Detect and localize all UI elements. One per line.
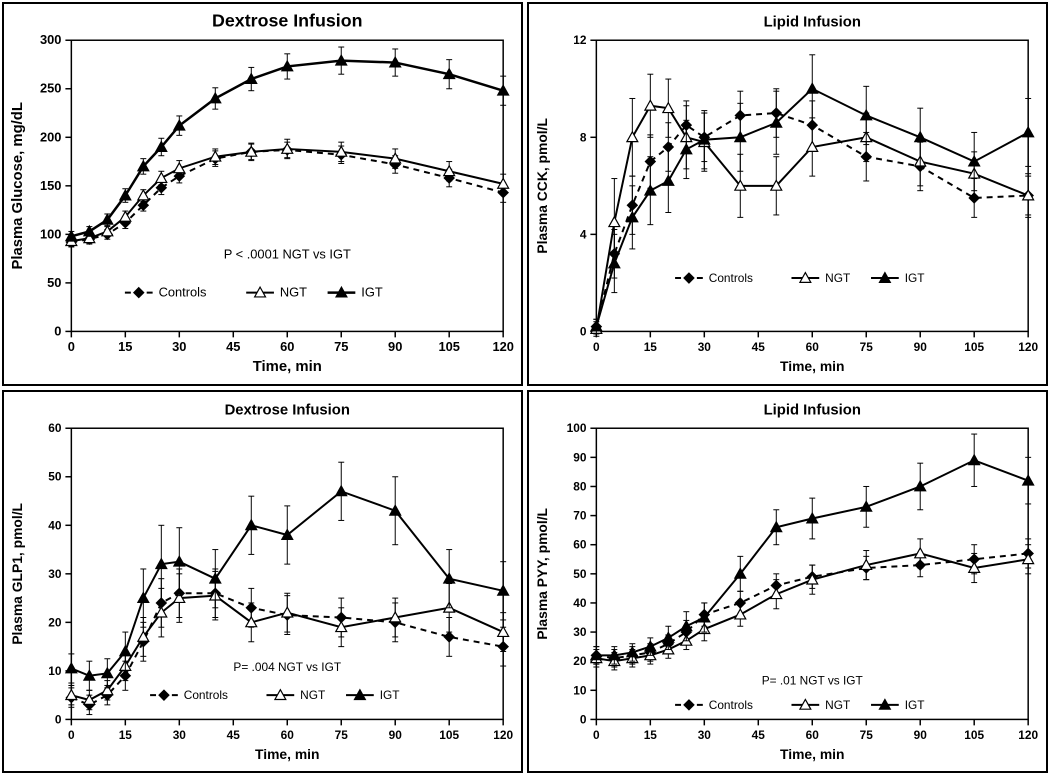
svg-text:60: 60: [280, 339, 294, 354]
svg-text:Plasma CCK, pmol/L: Plasma CCK, pmol/L: [534, 118, 550, 254]
svg-text:15: 15: [118, 339, 132, 354]
svg-text:120: 120: [1018, 728, 1038, 742]
svg-text:Lipid Infusion: Lipid Infusion: [764, 14, 861, 30]
svg-text:75: 75: [860, 728, 874, 742]
svg-text:40: 40: [573, 595, 587, 609]
svg-text:60: 60: [48, 421, 62, 435]
svg-text:8: 8: [580, 130, 587, 144]
svg-text:Plasma Glucose, mg/dL: Plasma Glucose, mg/dL: [10, 102, 26, 269]
svg-text:15: 15: [119, 728, 133, 742]
svg-text:15: 15: [644, 340, 658, 354]
svg-text:40: 40: [48, 518, 62, 532]
svg-text:Controls: Controls: [709, 271, 753, 285]
svg-text:60: 60: [806, 340, 820, 354]
svg-text:IGT: IGT: [380, 688, 400, 702]
svg-text:100: 100: [567, 421, 587, 435]
panel-pyy: 0 15 30 45 60 75 90 105 120 0 10 20 30 40 50 60 70 80 90 10…: [527, 390, 1048, 774]
svg-text:0: 0: [68, 728, 75, 742]
svg-text:50: 50: [47, 275, 61, 290]
svg-text:30: 30: [48, 566, 62, 580]
svg-text:P= .004 NGT vs IGT: P= .004 NGT vs IGT: [233, 659, 341, 673]
svg-text:0: 0: [580, 324, 587, 338]
svg-text:200: 200: [40, 129, 61, 144]
svg-text:45: 45: [752, 728, 766, 742]
svg-text:IGT: IGT: [905, 697, 925, 711]
svg-text:Time, min: Time, min: [780, 358, 844, 374]
svg-text:10: 10: [48, 663, 62, 677]
panel-glp1: 0 15 30 45 60 75 90 105 120 0 10 20 30 40 50 60 Time, mi…: [2, 390, 523, 774]
svg-text:75: 75: [860, 340, 874, 354]
svg-text:250: 250: [40, 81, 61, 96]
svg-text:50: 50: [48, 469, 62, 483]
svg-text:60: 60: [573, 537, 587, 551]
svg-text:P= .01 NGT vs IGT: P= .01 NGT vs IGT: [762, 673, 863, 687]
svg-text:90: 90: [389, 728, 403, 742]
svg-text:4: 4: [580, 227, 587, 241]
svg-text:P < .0001 NGT vs IGT: P < .0001 NGT vs IGT: [224, 247, 351, 262]
svg-text:120: 120: [492, 339, 513, 354]
svg-text:0: 0: [580, 712, 587, 726]
svg-text:0: 0: [593, 340, 600, 354]
svg-text:Time, min: Time, min: [255, 746, 319, 762]
svg-text:NGT: NGT: [825, 271, 850, 285]
svg-text:90: 90: [914, 340, 928, 354]
svg-text:75: 75: [334, 339, 348, 354]
figure-grid: 0153045607590105120050100150200250300Tim…: [0, 0, 1050, 775]
svg-text:30: 30: [173, 728, 187, 742]
svg-text:30: 30: [698, 728, 712, 742]
panel-glucose: 0 15 30 45 60 75 90 105 120 0 50 100 150 200 250 300 Tim…: [2, 2, 523, 386]
svg-text:Dextrose Infusion: Dextrose Infusion: [212, 10, 362, 30]
svg-text:0: 0: [54, 323, 61, 338]
svg-text:Controls: Controls: [709, 697, 753, 711]
svg-text:45: 45: [752, 340, 766, 354]
svg-text:20: 20: [573, 654, 587, 668]
svg-text:NGT: NGT: [825, 697, 850, 711]
svg-text:NGT: NGT: [300, 688, 325, 702]
svg-text:IGT: IGT: [905, 271, 925, 285]
svg-text:Time, min: Time, min: [253, 359, 322, 375]
svg-text:0: 0: [55, 712, 62, 726]
svg-text:30: 30: [172, 339, 186, 354]
svg-text:Plasma PYY, pmol/L: Plasma PYY, pmol/L: [534, 507, 550, 639]
svg-text:45: 45: [226, 339, 240, 354]
svg-text:0: 0: [593, 728, 600, 742]
svg-text:90: 90: [388, 339, 402, 354]
panel-cck: 0 15 30 45 60 75 90 105 120 0 4 8 12 Time, min Plasma …: [527, 2, 1048, 386]
svg-text:90: 90: [914, 728, 928, 742]
svg-text:0: 0: [68, 339, 75, 354]
svg-text:Controls: Controls: [159, 285, 207, 300]
svg-text:15: 15: [644, 728, 658, 742]
svg-text:Lipid Infusion: Lipid Infusion: [764, 402, 861, 418]
svg-text:45: 45: [227, 728, 241, 742]
svg-text:300: 300: [40, 32, 61, 47]
svg-text:80: 80: [573, 479, 587, 493]
svg-text:150: 150: [40, 178, 61, 193]
svg-text:70: 70: [573, 508, 587, 522]
svg-text:100: 100: [40, 226, 61, 241]
svg-text:105: 105: [438, 339, 459, 354]
svg-text:Time, min: Time, min: [780, 746, 844, 762]
svg-text:60: 60: [281, 728, 295, 742]
svg-text:12: 12: [573, 33, 587, 47]
svg-text:105: 105: [964, 340, 984, 354]
svg-text:Dextrose Infusion: Dextrose Infusion: [225, 402, 350, 418]
svg-text:50: 50: [573, 566, 587, 580]
svg-text:30: 30: [573, 625, 587, 639]
svg-text:NGT: NGT: [280, 285, 307, 300]
svg-text:105: 105: [964, 728, 984, 742]
svg-text:120: 120: [1018, 340, 1038, 354]
svg-text:20: 20: [48, 615, 62, 629]
svg-text:Controls: Controls: [184, 688, 228, 702]
svg-text:105: 105: [439, 728, 459, 742]
svg-text:Plasma GLP1, pmol/L: Plasma GLP1, pmol/L: [9, 502, 25, 644]
svg-text:IGT: IGT: [361, 285, 383, 300]
svg-text:90: 90: [573, 450, 587, 464]
svg-text:120: 120: [493, 728, 513, 742]
svg-text:60: 60: [806, 728, 820, 742]
svg-text:75: 75: [335, 728, 349, 742]
svg-text:10: 10: [573, 683, 587, 697]
svg-text:30: 30: [698, 340, 712, 354]
